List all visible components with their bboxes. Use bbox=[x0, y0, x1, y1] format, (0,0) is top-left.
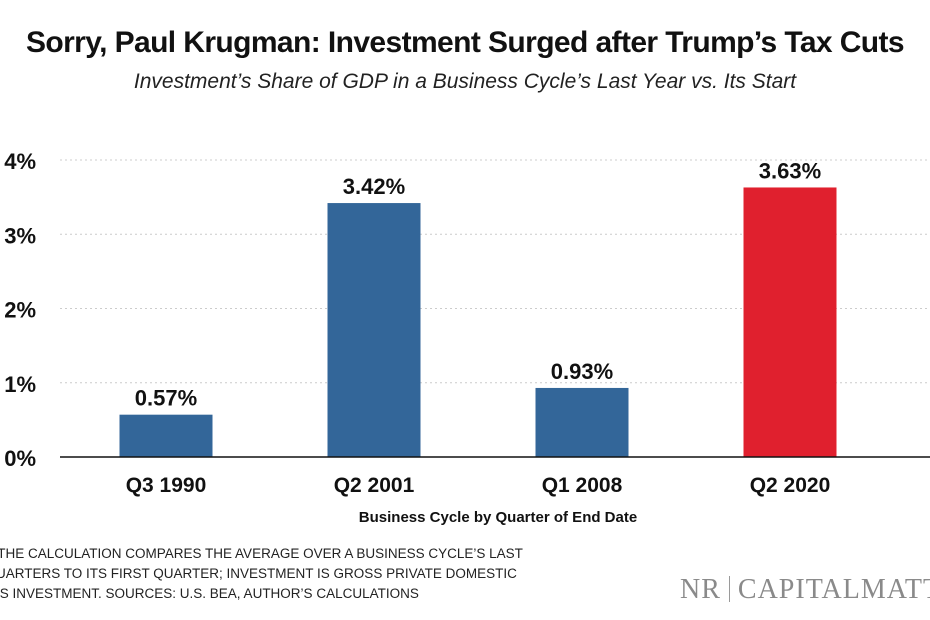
x-tick-label: Q2 2001 bbox=[334, 474, 415, 497]
bar-value-label: 3.42% bbox=[343, 174, 405, 199]
source-notes: ES: THE CALCULATION COMPARES THE AVERAGE… bbox=[0, 544, 523, 604]
y-tick-label: 4% bbox=[4, 149, 36, 174]
bar-value-label: 3.63% bbox=[759, 158, 821, 183]
bars: 0.57% 3.42% 0.93% 3.63% bbox=[119, 158, 837, 457]
bar-value-label: 0.57% bbox=[135, 386, 197, 411]
chart-title: Sorry, Paul Krugman: Investment Surged a… bbox=[25, 26, 905, 59]
x-tick-label: Q3 1990 bbox=[126, 474, 207, 497]
bar-chart: 0%1%2%3%4% 0.57%3.42%0.93%3.63% Q3 1990 Q… bbox=[4, 149, 930, 526]
publisher-logo: NR CAPITALMATTE bbox=[680, 574, 930, 606]
y-tick-label: 1% bbox=[4, 372, 36, 397]
logo-capital-matters: CAPITALMATTE bbox=[737, 574, 930, 605]
x-axis-label: Business Cycle by Quarter of End Date bbox=[359, 509, 637, 526]
note-line-1: ES: THE CALCULATION COMPARES THE AVERAGE… bbox=[0, 546, 523, 561]
chart-subtitle: Investment’s Share of GDP in a Business … bbox=[133, 70, 797, 93]
y-tick-label: 0% bbox=[4, 446, 36, 471]
note-line-2: R QUARTERS TO ITS FIRST QUARTER; INVESTM… bbox=[0, 566, 517, 581]
y-tick-label: 2% bbox=[4, 298, 36, 323]
x-tick-label: Q2 2020 bbox=[750, 474, 831, 497]
y-tick-label: 3% bbox=[4, 223, 36, 248]
bar bbox=[743, 187, 837, 457]
x-axis-ticks: Q3 1990 Q2 2001 Q1 2008 Q2 2020 bbox=[126, 474, 831, 497]
bar bbox=[119, 414, 213, 457]
bar-value-label: 0.93% bbox=[551, 359, 613, 384]
y-axis-ticks: 0% 1% 2% 3% 4% bbox=[4, 149, 36, 471]
logo-separator bbox=[728, 576, 730, 602]
bar bbox=[535, 387, 629, 457]
logo-nr: NR bbox=[680, 574, 721, 605]
note-line-3: NESS INVESTMENT. SOURCES: U.S. BEA, AUTH… bbox=[0, 586, 419, 601]
x-tick-label: Q1 2008 bbox=[542, 474, 623, 497]
bar bbox=[327, 203, 421, 457]
